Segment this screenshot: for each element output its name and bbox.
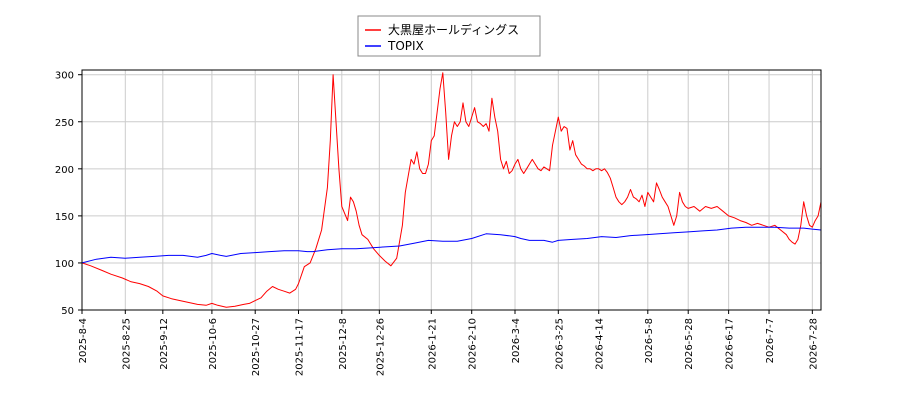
- legend: 大黒屋ホールディングス TOPIX: [357, 15, 541, 57]
- plot-frame: [81, 69, 822, 311]
- legend-label-series-0: 大黒屋ホールディングス: [388, 22, 519, 37]
- x-tick-label: 2025-12-26: [375, 318, 386, 376]
- y-tick-label: 300: [55, 71, 74, 82]
- y-tick-label: 150: [55, 212, 74, 223]
- x-tick-label: 2026-4-14: [595, 318, 606, 370]
- x-tick-label: 2026-7-28: [808, 318, 819, 370]
- y-tick-label: 50: [61, 306, 74, 317]
- x-tick-label: 2025-10-6: [208, 318, 219, 370]
- series-line-0: [81, 72, 822, 308]
- x-tick-label: 2026-2-10: [468, 318, 479, 370]
- x-tick-label: 2025-11-17: [295, 318, 306, 376]
- x-axis: 2025-8-4 2025-8-25 2025-9-12 2025-10-6 2025-…: [78, 310, 819, 376]
- x-tick-label: 2026-7-7: [765, 318, 776, 363]
- grid: [81, 70, 821, 311]
- x-tick-label: 2026-5-8: [644, 318, 655, 363]
- y-tick-label: 200: [55, 165, 74, 176]
- x-tick-label: 2025-10-27: [251, 318, 262, 376]
- legend-label-series-1: TOPIX: [387, 39, 424, 53]
- x-tick-label: 2025-8-25: [121, 318, 132, 370]
- x-tick-label: 2025-8-4: [78, 318, 89, 363]
- legend-box: [357, 15, 541, 57]
- x-tick-label: 2026-3-25: [554, 318, 565, 370]
- x-tick-label: 2025-12-8: [338, 318, 349, 370]
- x-tick-label: 2026-5-28: [684, 318, 695, 370]
- series-line-1: [81, 226, 822, 264]
- y-axis: 50 100 150 200 250 300: [55, 71, 82, 317]
- x-tick-label: 2025-9-12: [159, 318, 170, 370]
- x-tick-label: 2026-3-4: [511, 318, 522, 363]
- y-tick-label: 100: [55, 259, 74, 270]
- x-tick-label: 2026-6-17: [725, 318, 736, 370]
- y-tick-label: 250: [55, 118, 74, 129]
- series-layer: [81, 72, 822, 308]
- x-tick-label: 2026-1-21: [427, 318, 438, 370]
